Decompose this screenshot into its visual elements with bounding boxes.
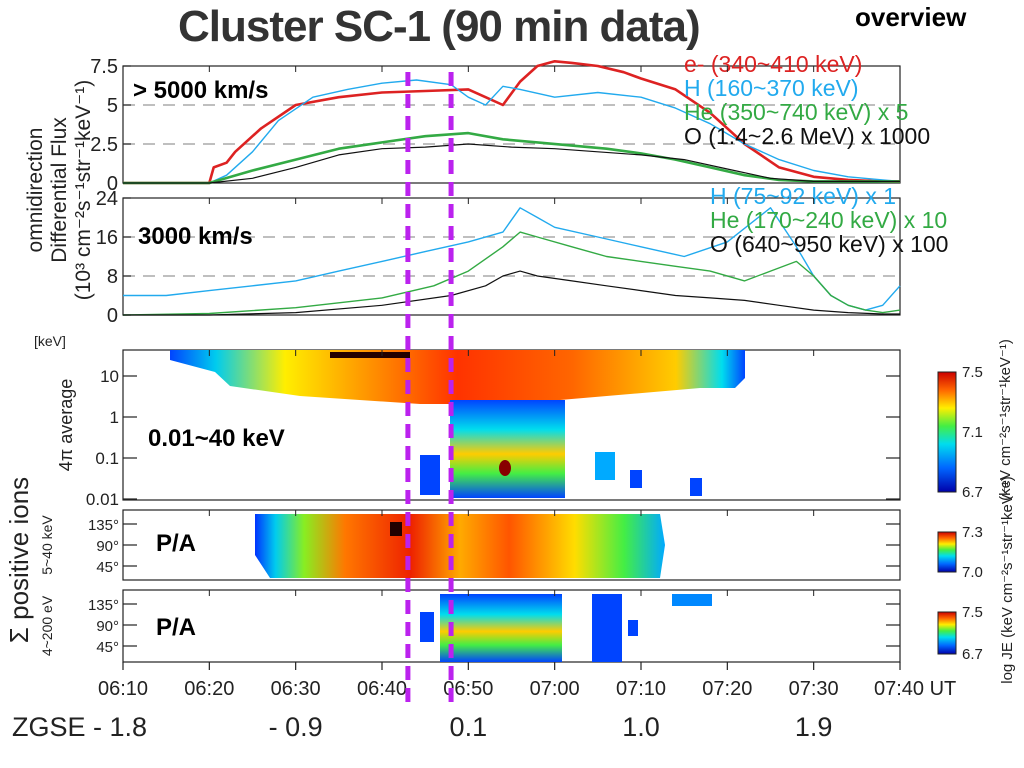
y-tick-label: 8 xyxy=(107,266,118,288)
y-tick-label: 16 xyxy=(96,227,118,249)
speed-annotation: 3000 km/s xyxy=(138,223,253,250)
colorbar-unit-label: log JE (keV cm⁻²s⁻¹str⁻¹keV⁻¹) xyxy=(999,476,1016,684)
spectrogram-patch xyxy=(420,455,440,495)
pitch-angle-band xyxy=(255,514,665,578)
panel-annotation: 0.01~40 keV xyxy=(148,425,285,452)
y-tick-label: 5 xyxy=(107,95,118,117)
colorbar-tick-label: 7.0 xyxy=(962,564,983,581)
time-tick-label: 07:10 xyxy=(616,678,666,700)
legend-entry: e- (340~410 keV) xyxy=(684,51,862,77)
spectrogram-peak xyxy=(330,352,410,358)
series-line xyxy=(123,79,901,184)
zgse-tick-label: 0.1 xyxy=(450,712,488,742)
colorbar-tick-label: 7.5 xyxy=(962,604,983,621)
y-tick-label: 2.5 xyxy=(90,134,118,156)
y-tick-label: 45° xyxy=(96,639,119,656)
time-tick-label: 06:40 xyxy=(357,678,407,700)
legend-entry: He (350~740 keV) x 5 xyxy=(684,99,908,125)
colorbar-tick-label: 7.5 xyxy=(962,364,983,381)
y-tick-label: 135° xyxy=(88,517,119,534)
time-tick-label: 07:00 xyxy=(530,678,580,700)
y-tick-label: 1 xyxy=(110,408,119,427)
colorbar xyxy=(937,531,957,573)
y-tick-label: 90° xyxy=(96,618,119,635)
series-line xyxy=(123,59,900,185)
energy-unit-label: [keV] xyxy=(34,333,66,349)
spectrogram-axis-label: 4π average xyxy=(56,379,76,471)
time-tick-label: 06:30 xyxy=(271,678,321,700)
zgse-tick-label: 1.0 xyxy=(622,712,660,742)
pitch-angle-patch xyxy=(420,612,434,642)
flux-axis-label: omnidirection xyxy=(24,128,47,253)
legend-entry: H (75~92 keV) x 1 xyxy=(710,183,896,209)
panel-annotation: P/A xyxy=(156,614,196,641)
colorbar xyxy=(937,611,957,655)
pitch-angle-peak xyxy=(390,522,402,536)
zgse-tick-label: 1.9 xyxy=(795,712,833,742)
y-tick-label: 90° xyxy=(96,538,119,555)
spectrogram-axis-label: 4~200 eV xyxy=(39,595,55,656)
y-tick-label: 7.5 xyxy=(90,56,118,78)
colorbar-unit-label: (keV cm⁻²s⁻¹str⁻¹keV⁻¹) xyxy=(997,339,1014,501)
series-line xyxy=(122,231,901,316)
y-tick-label: 45° xyxy=(96,559,119,576)
y-tick-label: 0 xyxy=(107,305,118,327)
series-line xyxy=(123,270,900,316)
zgse-tick-label: - 0.9 xyxy=(269,712,323,742)
legend-entry: O (640~950 keV) x 100 xyxy=(710,231,948,257)
y-tick-label: 0.01 xyxy=(86,490,119,509)
colorbar-tick-label: 6.7 xyxy=(962,646,983,663)
spectrogram-patch xyxy=(630,470,642,488)
spectrogram-low-energy-region xyxy=(450,400,565,498)
y-tick-label: 10 xyxy=(100,367,119,386)
spectrogram-patch xyxy=(690,478,702,496)
speed-annotation: > 5000 km/s xyxy=(133,77,268,104)
spectrogram-high-energy-band xyxy=(170,350,745,404)
colorbar-tick-label: 7.1 xyxy=(962,424,983,441)
pitch-angle-low-band xyxy=(440,594,562,662)
spectrogram-axis-label: 5~40 keV xyxy=(39,515,55,575)
time-tick-label: 07:30 xyxy=(789,678,839,700)
overview-label: overview xyxy=(855,2,967,32)
colorbar-tick-label: 7.3 xyxy=(962,524,983,541)
y-tick-label: 135° xyxy=(88,597,119,614)
time-tick-label: 07:20 xyxy=(702,678,752,700)
pitch-angle-patch xyxy=(628,620,638,636)
pitch-angle-patch xyxy=(672,594,712,606)
flux-panel-frame xyxy=(122,197,901,316)
flux-axis-label: Differential Flux xyxy=(48,117,71,263)
series-line xyxy=(123,143,900,184)
spectrogram-patch xyxy=(595,452,615,480)
flux-axis-label: (10³ cm⁻²s⁻¹str⁻¹keV⁻¹) xyxy=(72,80,95,301)
panel-annotation: P/A xyxy=(156,530,196,557)
time-tick-label: 07:40 UT xyxy=(874,678,956,700)
figure-title: Cluster SC-1 (90 min data) xyxy=(178,2,701,51)
legend-entry: O (1.4~2.6 MeV) x 1000 xyxy=(684,123,930,149)
legend-entry: H (160~370 keV) xyxy=(684,75,859,101)
y-tick-label: 0 xyxy=(107,173,118,195)
time-tick-label: 06:20 xyxy=(184,678,234,700)
colorbar xyxy=(937,371,957,493)
time-tick-label: 06:10 xyxy=(98,678,148,700)
y-tick-label: 0.1 xyxy=(95,449,119,468)
colorbar-tick-label: 6.7 xyxy=(962,484,983,501)
spectrogram-peak xyxy=(499,460,511,476)
legend-entry: He (170~240 keV) x 10 xyxy=(710,207,947,233)
zgse-label: ZGSE - 1.8 xyxy=(12,712,147,742)
flux-panel-frame xyxy=(122,65,901,184)
pitch-angle-patch xyxy=(592,594,622,662)
time-tick-label: 06:50 xyxy=(443,678,493,700)
ions-axis-label: Σ positive ions xyxy=(4,477,34,643)
y-tick-label: 24 xyxy=(96,188,118,210)
